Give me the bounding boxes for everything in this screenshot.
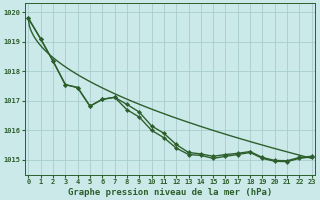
X-axis label: Graphe pression niveau de la mer (hPa): Graphe pression niveau de la mer (hPa) [68, 188, 272, 197]
